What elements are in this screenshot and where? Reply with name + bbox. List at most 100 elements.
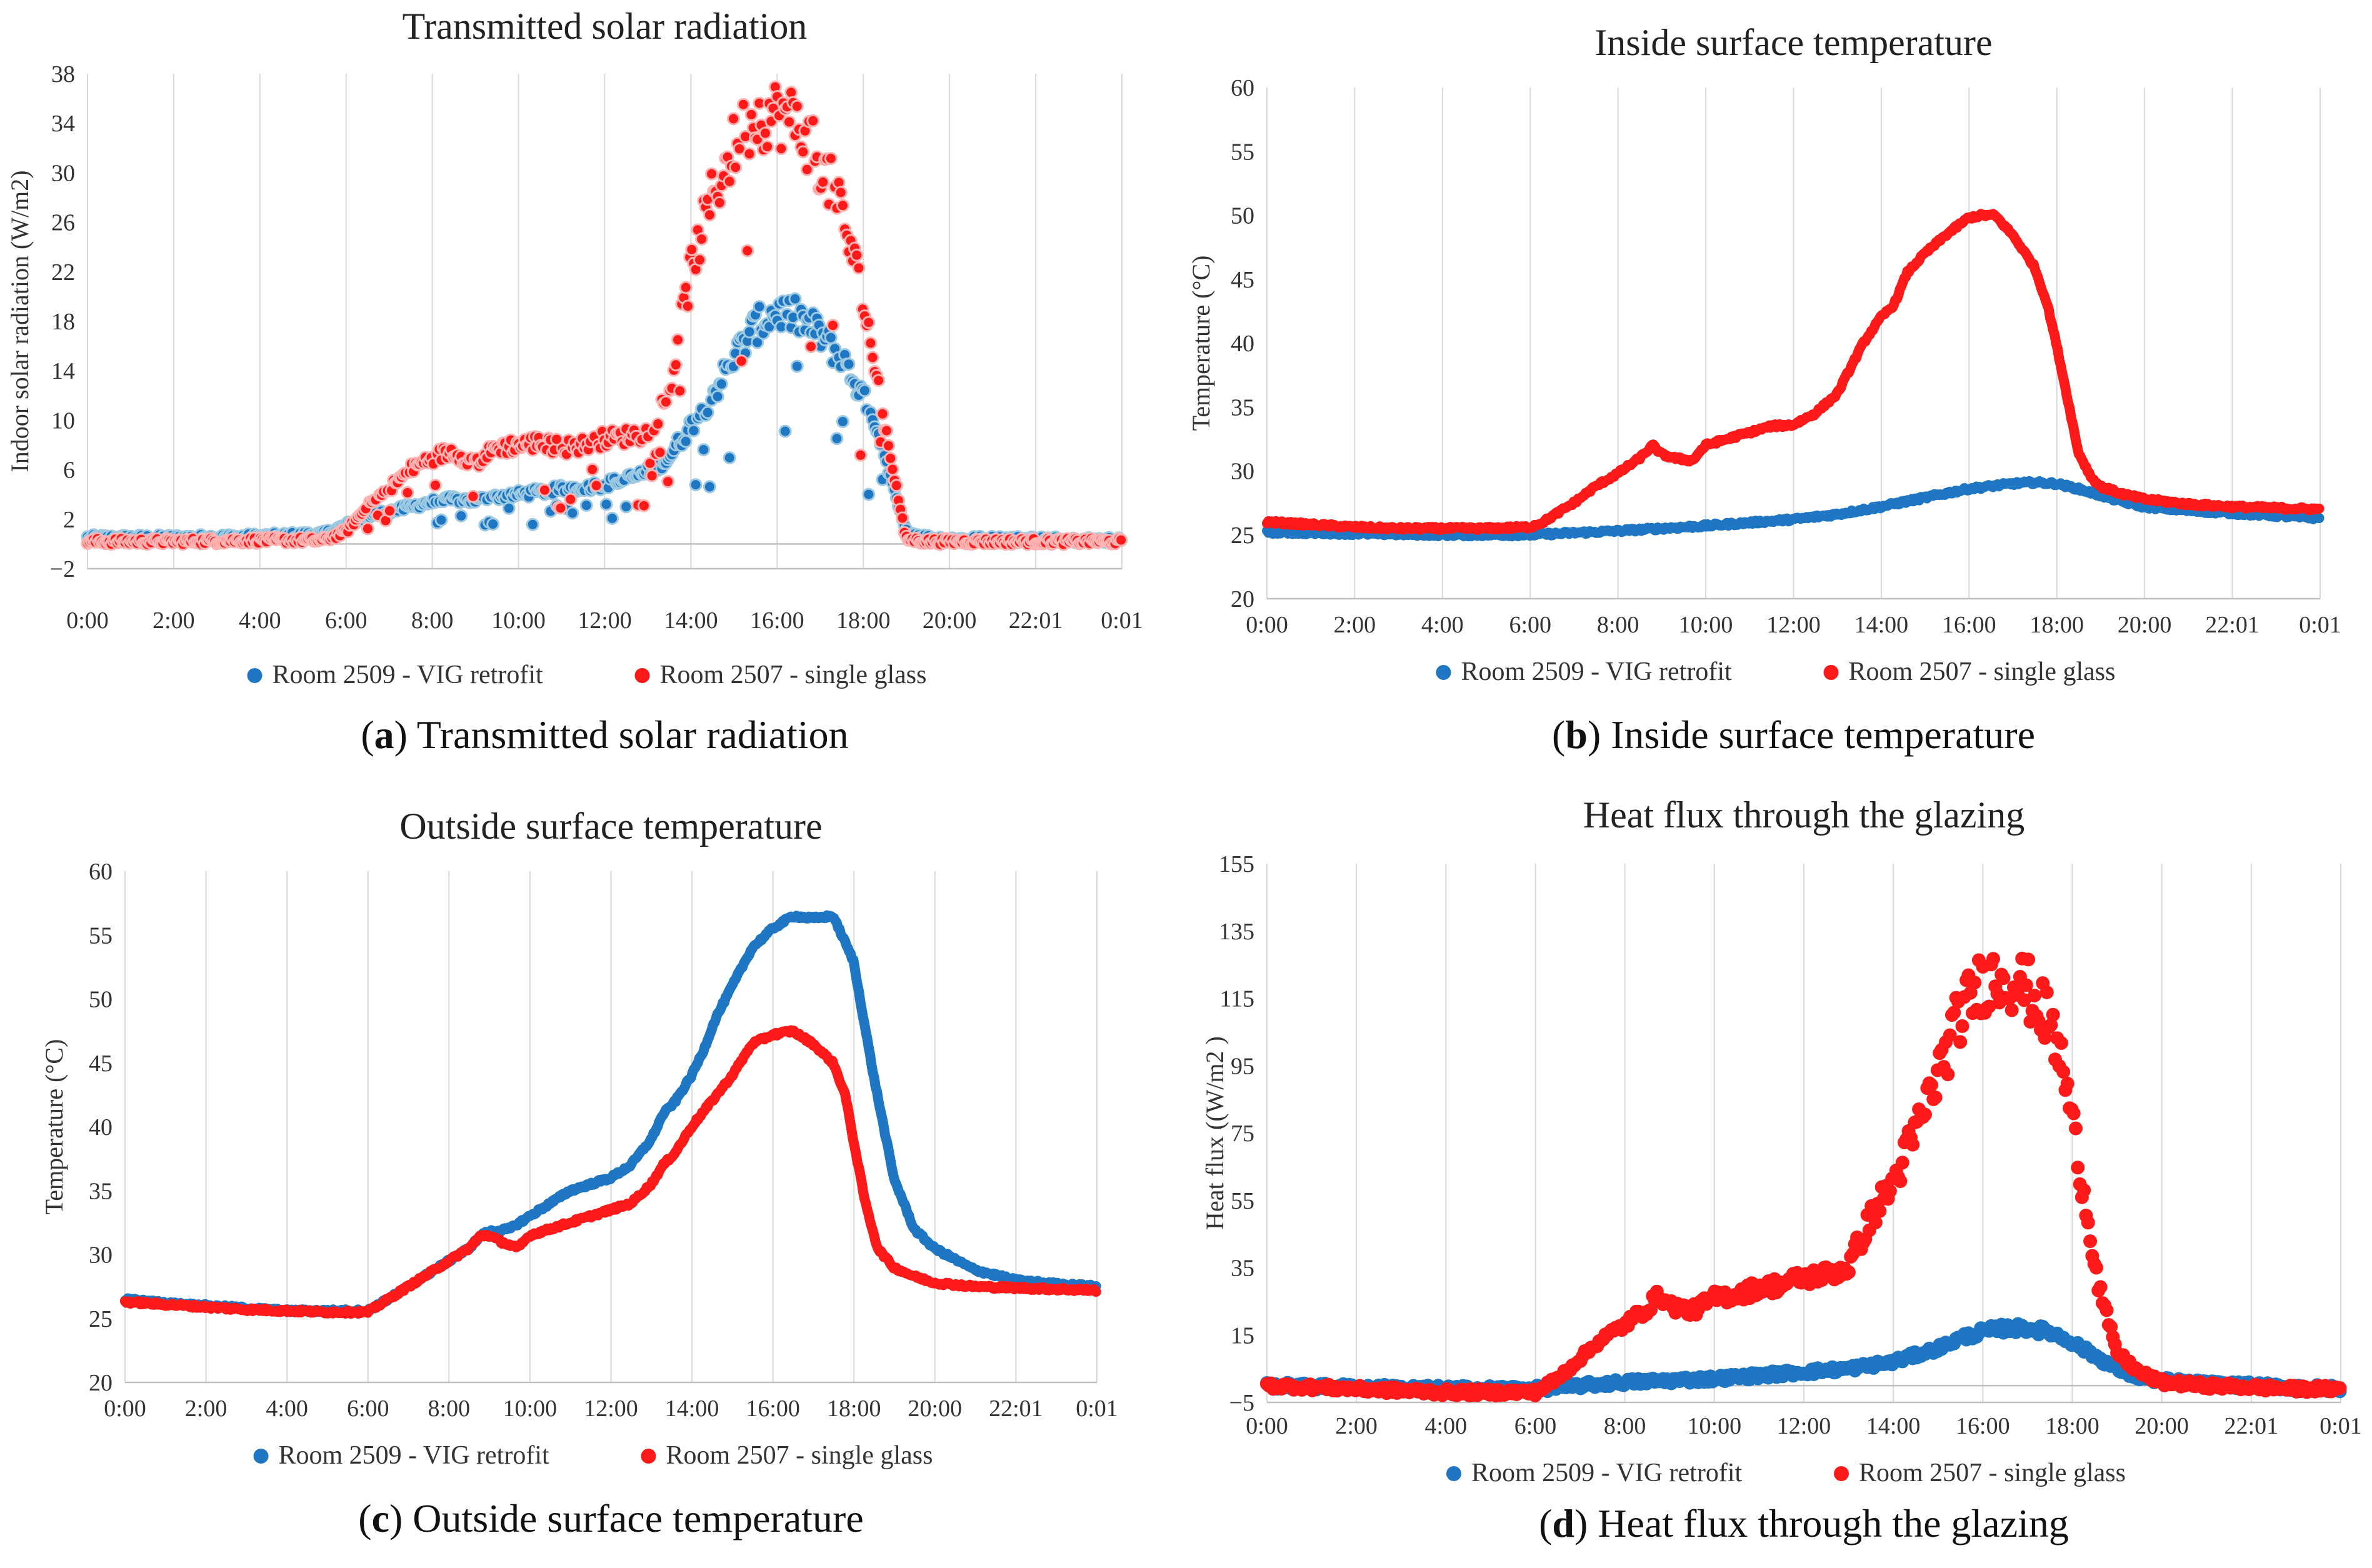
data-point: [1982, 999, 1996, 1014]
y-tick-label: 14: [51, 358, 75, 384]
y-tick-label: 95: [1231, 1053, 1254, 1079]
panel-b: Inside surface temperature 0:00 2:00 4:00 6:…: [1186, 0, 2371, 784]
legend: Room 2509 - VIG retrofit Room 2507 - sing…: [247, 661, 927, 689]
data-point: [661, 475, 675, 489]
data-point: [734, 354, 748, 368]
data-point: [679, 434, 693, 448]
y-tick-label: 34: [51, 111, 75, 137]
data-point: [850, 248, 864, 262]
data-point: [566, 506, 579, 520]
x-tick-label: 14:00: [1854, 612, 1909, 638]
caption-text: Outside surface temperature: [413, 1496, 863, 1541]
series-single: [1262, 209, 2324, 536]
y-tick-label: 45: [1231, 267, 1254, 293]
caption-close: ): [1588, 712, 1611, 757]
data-point: [744, 107, 758, 121]
chart-title: Transmitted solar radiation: [403, 6, 808, 47]
data-point: [788, 292, 802, 306]
x-tick-label: 20:00: [923, 607, 977, 634]
data-point: [429, 479, 442, 492]
data-point: [1918, 1107, 1932, 1122]
data-point: [753, 300, 766, 314]
x-tick-label: 22:01: [1009, 607, 1063, 634]
data-point: [816, 175, 830, 189]
data-point: [589, 479, 603, 492]
y-tick-label: 22: [51, 259, 75, 286]
x-tick-label: 12:00: [584, 1396, 638, 1422]
data-point: [761, 140, 774, 154]
caption-close: ): [394, 712, 417, 757]
data-point: [711, 390, 724, 403]
data-point: [876, 407, 889, 421]
legend-marker-vig: [247, 668, 263, 683]
legend-label-vig: Room 2509 - VIG retrofit: [279, 1441, 549, 1470]
data-point: [2083, 1234, 2098, 1249]
data-point: [1924, 1078, 1938, 1092]
chart-title: Heat flux through the glazing: [1583, 794, 2024, 836]
data-point: [866, 351, 879, 364]
y-tick-label: 35: [1231, 1256, 1254, 1282]
x-tick-label: 20:00: [908, 1396, 963, 1422]
x-tick-label: 2:00: [185, 1396, 228, 1422]
data-point: [736, 97, 750, 111]
data-point: [434, 513, 448, 527]
x-tick-label: 18:00: [2045, 1413, 2099, 1439]
data-point: [1968, 976, 1982, 990]
y-tick-label: −2: [50, 556, 75, 582]
legend-label-vig: Room 2509 - VIG retrofit: [273, 661, 543, 689]
data-point: [1893, 1174, 1908, 1189]
data-point: [800, 162, 814, 176]
caption-text: Inside surface temperature: [1611, 712, 2035, 757]
data-point: [872, 374, 886, 387]
y-tick-label: 35: [1231, 394, 1254, 421]
data-point: [784, 86, 798, 99]
y-tick-label: 40: [1231, 331, 1254, 357]
x-tick-label: 20:00: [2134, 1413, 2189, 1439]
legend-label-vig: Room 2509 - VIG retrofit: [1461, 657, 1732, 686]
data-point: [714, 377, 728, 391]
data-point: [862, 487, 876, 501]
data-point: [842, 357, 856, 371]
y-tick-label: 15: [1231, 1322, 1254, 1349]
data-point: [886, 462, 899, 476]
data-point: [361, 522, 374, 536]
x-tick-label: 18:00: [2029, 612, 2084, 638]
data-point: [2071, 1161, 2085, 1175]
y-tick-label: 55: [89, 922, 113, 949]
data-point: [1941, 1067, 1955, 1082]
data-point: [751, 336, 764, 349]
data-point: [669, 358, 683, 372]
data-point: [401, 486, 414, 499]
caption-letter: a: [374, 712, 394, 757]
x-tick-label: 6:00: [1509, 612, 1551, 638]
x-tick-label: 0:01: [2319, 1413, 2362, 1439]
x-tick-label: 0:01: [1101, 607, 1143, 634]
data-point: [579, 499, 593, 512]
x-tick-label: 0:00: [66, 607, 109, 634]
data-point: [703, 480, 716, 494]
data-point: [2019, 978, 2033, 992]
data-point: [882, 439, 896, 452]
legend-marker-single: [1823, 665, 1839, 680]
x-tick-label: 22:01: [2205, 612, 2259, 638]
y-tick-label: 40: [89, 1114, 113, 1141]
data-point: [2081, 1216, 2095, 1230]
x-tick-label: 8:00: [1597, 612, 1639, 638]
data-point: [2017, 993, 2031, 1007]
data-point: [743, 147, 756, 161]
x-tick-label: 6:00: [325, 607, 368, 634]
data-point: [695, 232, 709, 246]
chart-c: Outside surface temperature 0:00 2:00 4:00 6…: [40, 806, 1118, 1541]
data-point: [826, 319, 839, 332]
data-point: [2046, 1007, 2060, 1022]
data-point: [1895, 1156, 1909, 1170]
data-point: [796, 145, 810, 159]
y-tick-label: 26: [51, 210, 75, 236]
x-tick-label: 4:00: [1425, 1413, 1468, 1439]
data-point: [486, 517, 500, 531]
series-single: [1260, 951, 2347, 1402]
legend-marker-single: [634, 668, 650, 683]
data-point: [659, 395, 673, 409]
caption-close: ): [1574, 1501, 1598, 1546]
x-tick-label: 20:00: [2118, 612, 2172, 638]
